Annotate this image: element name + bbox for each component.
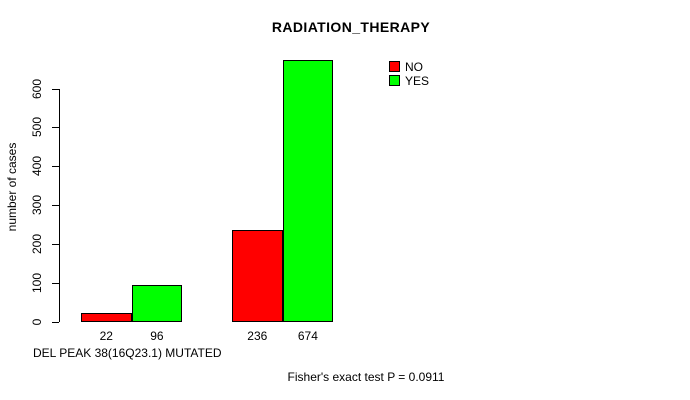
chart-title: RADIATION_THERAPY	[271, 19, 431, 35]
y-axis-tick	[52, 205, 59, 207]
bar-value-label: 96	[150, 329, 164, 343]
y-axis-tick	[52, 244, 59, 246]
y-axis-tick-label: 0	[30, 318, 44, 326]
bar-value-label: 236	[247, 329, 268, 343]
x-axis-title: DEL PEAK 38(16Q23.1) MUTATED	[33, 346, 222, 360]
y-axis-line	[59, 88, 60, 322]
y-axis-tick	[52, 88, 59, 90]
legend-label: YES	[405, 73, 430, 88]
bar-yes-96	[131, 284, 183, 322]
y-axis-tick-label: 600	[30, 78, 44, 99]
legend-label: NO	[405, 59, 423, 74]
bar-no-22	[81, 313, 132, 322]
y-axis-tick	[52, 166, 59, 168]
stat-annotation: Fisher's exact test P = 0.0911	[287, 370, 445, 384]
y-axis-tick	[52, 322, 59, 323]
y-axis-tick-label: 200	[30, 234, 44, 255]
y-axis-tick-label: 400	[30, 156, 44, 177]
y-axis-tick-label: 500	[30, 117, 44, 138]
legend-item-no: NO	[389, 59, 429, 74]
legend-swatch-icon	[389, 75, 400, 86]
bar-value-label: 22	[99, 329, 113, 343]
bar-yes-674	[282, 59, 334, 322]
bar-no-236	[232, 230, 283, 322]
y-axis-tick	[52, 127, 59, 129]
y-axis-tick-label: 100	[30, 273, 44, 294]
legend-item-yes: YES	[389, 73, 430, 88]
bar-value-label: 674	[297, 329, 318, 343]
legend: NO YES	[389, 59, 430, 88]
legend-swatch-icon	[389, 61, 400, 72]
y-axis-tick-label: 300	[30, 195, 44, 216]
y-axis-tick	[52, 283, 59, 285]
